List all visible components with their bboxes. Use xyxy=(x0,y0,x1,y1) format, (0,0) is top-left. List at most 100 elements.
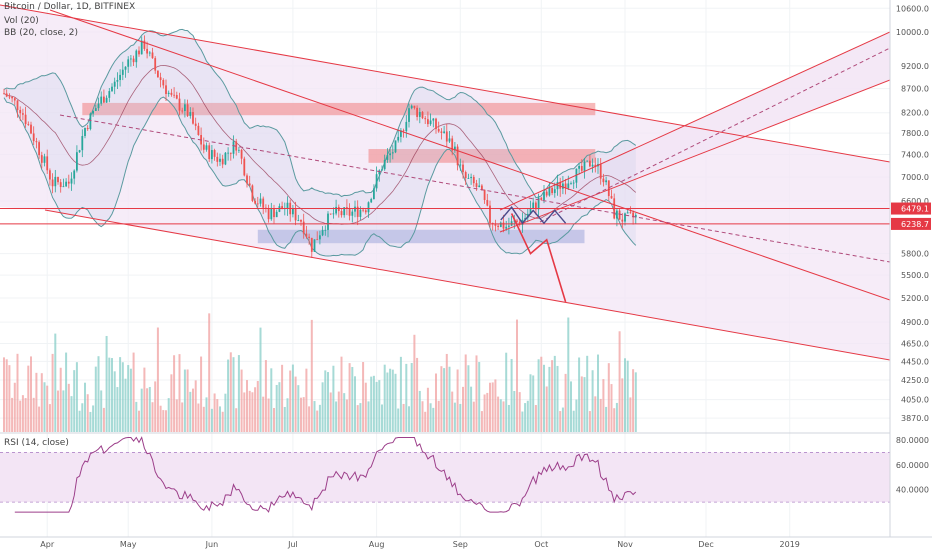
volume-bar xyxy=(156,327,159,432)
candle-body xyxy=(300,220,302,222)
volume-bar xyxy=(237,355,240,432)
time-tick-label: Jun xyxy=(205,540,219,549)
candle-body xyxy=(451,138,454,151)
bb-legend[interactable]: BB (20, close, 2) xyxy=(4,28,79,38)
candle-body xyxy=(435,118,437,130)
candle-body xyxy=(22,113,24,115)
volume-bar xyxy=(67,383,70,432)
candle-body xyxy=(505,226,508,229)
descending-trendline xyxy=(49,9,891,301)
candle-body xyxy=(78,150,81,153)
ascending-channel-fill xyxy=(500,32,890,232)
candle-body xyxy=(92,110,94,114)
volume-bar xyxy=(165,410,167,432)
candle-body xyxy=(591,164,594,167)
candle-body xyxy=(59,182,62,188)
candle-body xyxy=(143,40,146,49)
rsi-legend[interactable]: RSI (14, close) xyxy=(4,438,69,448)
candle-body xyxy=(116,79,119,82)
candle-body xyxy=(124,66,127,70)
candle-body xyxy=(616,210,618,219)
rsi-tick-label: 80.0000 xyxy=(896,436,929,445)
volume-bar xyxy=(451,391,454,432)
volume-bar xyxy=(283,406,286,432)
volume-bar xyxy=(553,355,556,432)
volume-bar xyxy=(162,410,165,432)
candle-body xyxy=(381,169,383,171)
candle-body xyxy=(70,178,73,184)
volume-bar xyxy=(459,403,462,432)
volume-bar xyxy=(167,398,170,432)
volume-bar xyxy=(529,374,532,432)
candle-body xyxy=(370,199,373,203)
volume-bar xyxy=(505,352,508,432)
channel-top-line xyxy=(0,4,891,163)
candle-body xyxy=(259,198,262,204)
candle-body xyxy=(132,58,135,63)
volume-bar xyxy=(321,382,324,432)
candle-body xyxy=(16,100,19,110)
candle-body xyxy=(467,178,470,179)
volume-bar xyxy=(494,379,497,432)
volume-bar xyxy=(275,384,278,432)
candle-body xyxy=(564,183,567,189)
candle-body xyxy=(103,96,105,103)
candle-body xyxy=(362,209,364,211)
candle-body xyxy=(397,136,400,141)
price-tag-bg xyxy=(891,217,931,230)
volume-bar xyxy=(140,388,143,432)
candle-body xyxy=(327,213,329,230)
candle-body xyxy=(108,91,111,98)
volume-bar xyxy=(345,399,348,432)
volume-bar xyxy=(202,406,205,432)
volume-bar xyxy=(410,363,413,432)
volume-bar xyxy=(564,373,567,432)
candle-body xyxy=(219,158,221,162)
volume-bar xyxy=(270,368,273,432)
candle-body xyxy=(251,185,254,201)
volume-bar xyxy=(121,362,124,432)
candle-body xyxy=(383,159,386,170)
volume-bar xyxy=(108,357,111,432)
volume-bar xyxy=(526,400,529,432)
candle-body xyxy=(408,108,410,122)
volume-bar xyxy=(389,368,392,432)
ascending-channel-top xyxy=(499,31,891,211)
candle-body xyxy=(46,156,49,171)
candle-body xyxy=(157,70,159,78)
symbol-legend[interactable]: Bitcoin / Dollar, 1D, BITFINEX xyxy=(4,2,136,12)
volume-bar xyxy=(232,357,235,432)
candle-body xyxy=(516,220,518,222)
candle-body xyxy=(224,152,227,165)
volume-bar xyxy=(591,370,594,432)
candle-body xyxy=(43,156,46,163)
volume-bar xyxy=(35,372,38,432)
resistance-zone xyxy=(82,102,596,116)
volume-bar xyxy=(580,376,583,432)
volume-bar xyxy=(127,365,130,432)
candle-body xyxy=(394,140,397,153)
volume-bar xyxy=(537,359,540,432)
vol-legend[interactable]: Vol (20) xyxy=(4,16,39,26)
candle-body xyxy=(319,235,321,240)
volume-bar xyxy=(372,375,375,432)
candle-body xyxy=(202,144,205,150)
volume-bar xyxy=(119,357,122,432)
volume-bar xyxy=(308,406,311,432)
candle-body xyxy=(86,127,89,130)
volume-bar xyxy=(351,366,354,432)
volume-bar xyxy=(472,401,475,432)
candle-body xyxy=(418,111,421,117)
candle-body xyxy=(240,149,243,159)
volume-bar xyxy=(32,397,35,432)
candle-body xyxy=(184,104,186,111)
volume-bar xyxy=(129,368,132,432)
volume-bar xyxy=(545,386,548,432)
volume-bar xyxy=(416,357,419,432)
candle-body xyxy=(437,129,440,132)
volume-bar xyxy=(59,367,62,432)
bb-basis xyxy=(3,64,637,225)
volume-bar xyxy=(273,407,275,432)
